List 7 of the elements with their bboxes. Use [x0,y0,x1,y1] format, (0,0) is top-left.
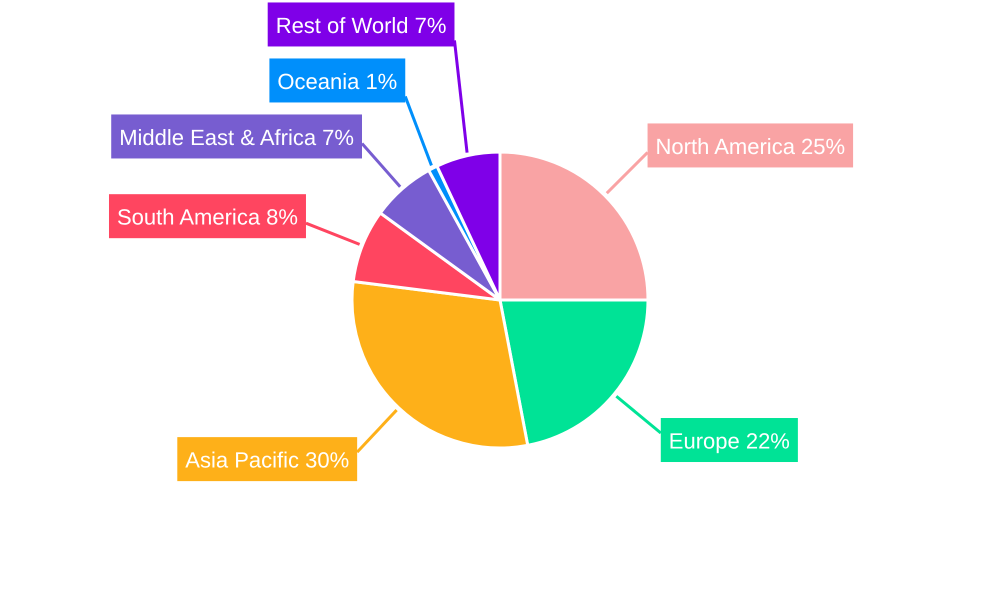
slice-label: North America 25% [656,134,846,159]
slice-label: Asia Pacific 30% [185,448,350,473]
slice-label: Rest of World 7% [276,12,446,38]
slice-label: Oceania 1% [277,68,398,94]
slice-label: Europe 22% [668,428,790,454]
slice-label: Middle East & Africa 7% [119,124,354,150]
slice-label: South America 8% [116,204,298,230]
